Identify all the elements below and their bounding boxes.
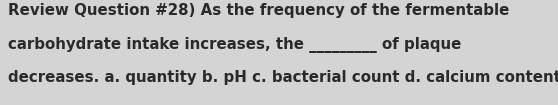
Text: Review Question #28) As the frequency of the fermentable: Review Question #28) As the frequency of… <box>8 3 510 18</box>
Text: decreases. a. quantity b. pH c. bacterial count d. calcium content: decreases. a. quantity b. pH c. bacteria… <box>8 70 558 85</box>
Text: carbohydrate intake increases, the _________ of plaque: carbohydrate intake increases, the _____… <box>8 37 462 53</box>
